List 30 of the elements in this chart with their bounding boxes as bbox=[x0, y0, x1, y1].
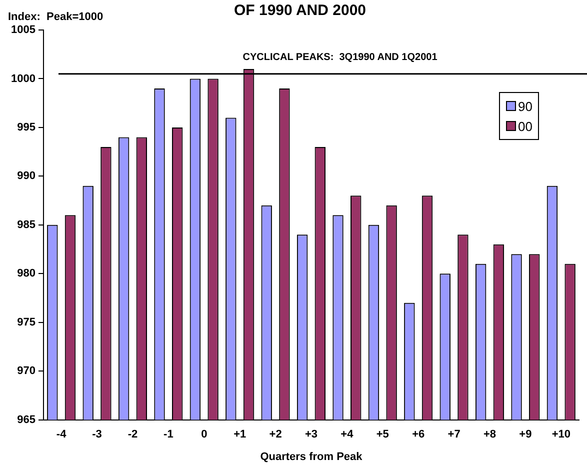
x-tick-label: +1 bbox=[234, 428, 246, 440]
legend-label: 00 bbox=[518, 118, 532, 134]
y-tick-label: 965 bbox=[17, 414, 36, 426]
y-axis-title: Index: Peak=1000 bbox=[8, 11, 104, 23]
x-axis-title: Quarters from Peak bbox=[260, 451, 364, 463]
y-tick-label: 995 bbox=[17, 121, 36, 134]
x-tick-label: +10 bbox=[552, 428, 570, 440]
x-tick-label: +6 bbox=[412, 428, 425, 440]
x-tick-label: +2 bbox=[269, 428, 282, 440]
x-tick-label: +5 bbox=[376, 428, 389, 440]
y-tick-label: 970 bbox=[17, 365, 36, 378]
y-tick-label: 975 bbox=[17, 316, 36, 328]
annotation: CYCLICAL PEAKS: 3Q1990 AND 1Q2001 bbox=[242, 52, 438, 63]
x-tick-label: 0 bbox=[201, 428, 208, 440]
x-tick-label: +4 bbox=[340, 428, 354, 440]
y-tick-label: 980 bbox=[17, 268, 36, 280]
x-tick-label: +3 bbox=[304, 428, 318, 440]
x-tick-label: -2 bbox=[128, 428, 138, 440]
x-tick-label: -4 bbox=[56, 428, 68, 440]
x-tick-label: +7 bbox=[448, 428, 460, 440]
y-tick-label: 990 bbox=[17, 170, 36, 182]
x-tick-label: -1 bbox=[164, 428, 174, 440]
legend-label: 90 bbox=[518, 98, 532, 114]
y-tick-label: 985 bbox=[17, 218, 36, 231]
chart-title: OF 1990 AND 2000 bbox=[234, 2, 366, 19]
y-tick-label: 1000 bbox=[10, 72, 36, 85]
x-tick-label: -3 bbox=[92, 428, 102, 440]
x-tick-label: +9 bbox=[519, 428, 532, 440]
y-tick-label: 1005 bbox=[10, 24, 36, 36]
x-tick-label: +8 bbox=[483, 428, 496, 440]
